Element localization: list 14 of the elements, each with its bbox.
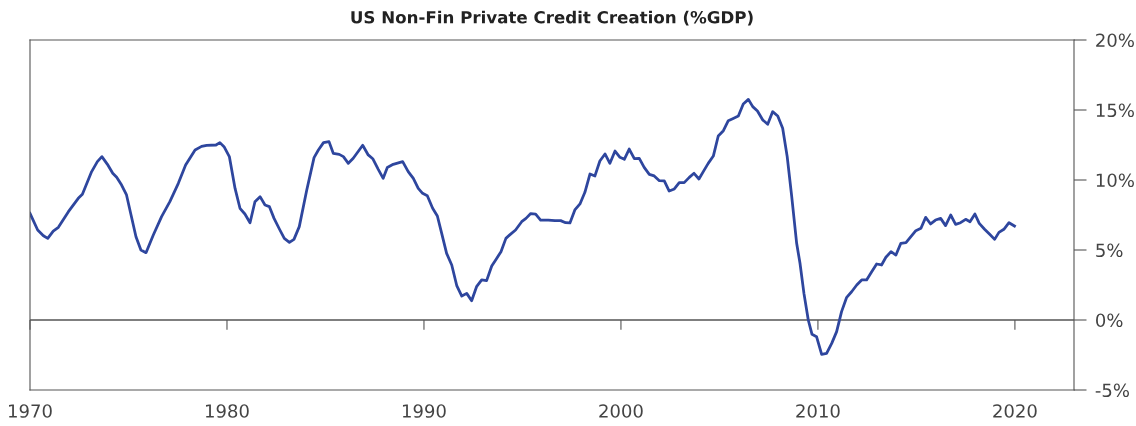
y-tick-label: 5%	[1096, 243, 1123, 258]
y-tick-label: 15%	[1096, 103, 1134, 118]
x-tick-label: 1970	[9, 404, 52, 418]
x-tick-label: 2010	[796, 404, 840, 418]
y-tick-label: 10%	[1096, 173, 1134, 188]
y-tick-label: 20%	[1096, 33, 1134, 48]
x-tick-label: 2020	[993, 404, 1037, 418]
x-tick-label: 1990	[402, 404, 446, 418]
y-tick-label: 0%	[1096, 313, 1123, 328]
chart-title: US Non-Fin Private Credit Creation (%GDP)	[351, 10, 753, 26]
x-tick-label: 2000	[599, 404, 643, 418]
x-tick-label: 1980	[205, 404, 249, 418]
y-tick-label: -5%	[1095, 383, 1129, 398]
line-series	[30, 97, 1016, 356]
